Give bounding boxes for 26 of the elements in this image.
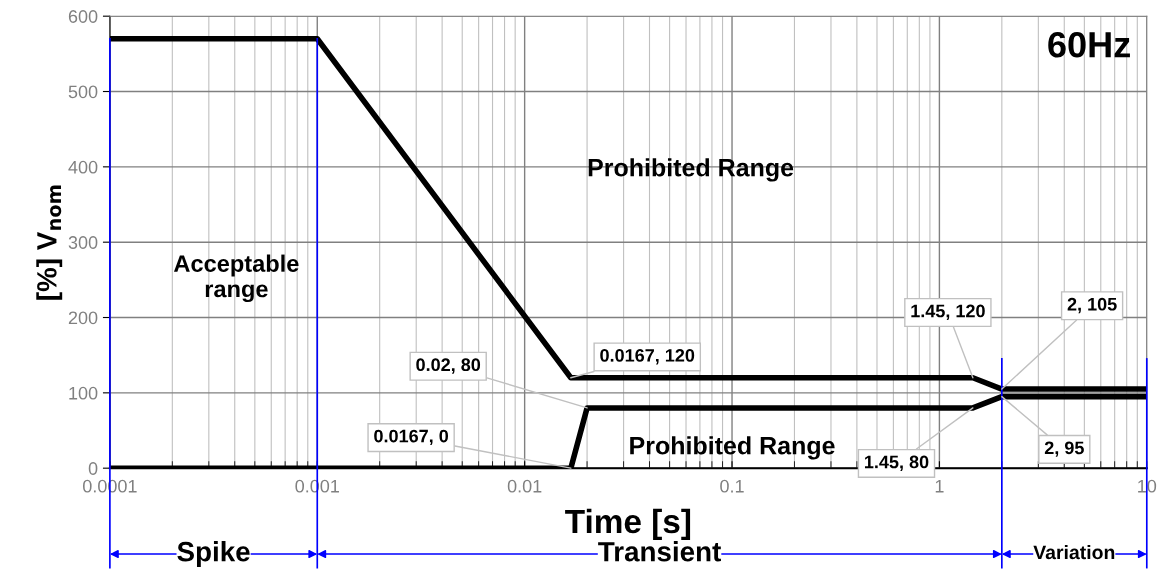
text: Variation (1033, 545, 1115, 560)
annotation: 0.0167, 0 (374, 429, 449, 446)
x-axis-title: Time [s] (565, 508, 691, 540)
annotation: Prohibited Range (588, 158, 794, 182)
y-tick-label: 300 (68, 236, 98, 249)
y-tick-label: 400 (68, 160, 98, 174)
y-tick-label: 600 (68, 10, 98, 23)
y-tick-label: 500 (68, 85, 98, 99)
annotation: 0.02, 80 (416, 358, 481, 374)
annotation: 1.45, 80 (865, 455, 929, 471)
annotation: 2, 95 (1044, 441, 1084, 457)
text: Spike (177, 541, 250, 568)
text: Transient (598, 541, 721, 562)
y-tick-label: 0 (88, 462, 98, 475)
x-tick-label: 1 (935, 479, 944, 493)
annotation: Acceptable range (173, 254, 299, 303)
annotation: 2, 105 (1067, 297, 1117, 314)
annotation: Prohibited Range (630, 436, 835, 460)
annotation: 60Hz (1048, 31, 1130, 58)
x-tick-label: 0.01 (507, 479, 542, 493)
annotation: 0.0167, 120 (600, 349, 695, 365)
y-tick-label: 200 (68, 311, 98, 325)
y-tick-label: 100 (69, 386, 98, 400)
annotation: 1.45, 120 (911, 304, 985, 320)
x-tick-label: 0.1 (720, 479, 744, 493)
y-axis-title: [%] V$_{nom}$ (36, 185, 63, 300)
